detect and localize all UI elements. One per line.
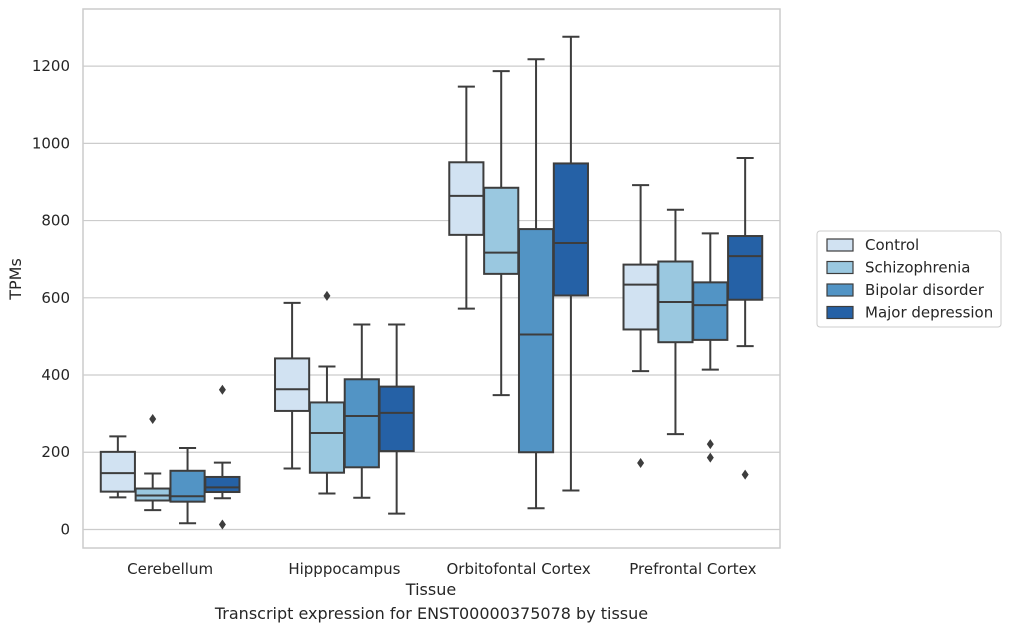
box-body	[483, 186, 520, 275]
legend-frame	[816, 230, 1002, 328]
outlier-point	[323, 290, 331, 301]
outlier-point	[218, 384, 226, 395]
y-tick-label: 1000	[32, 134, 70, 152]
box-body	[343, 378, 380, 469]
y-tick-label: 0	[60, 520, 70, 538]
box-bipolar-disorder	[517, 58, 555, 510]
box-body	[692, 281, 729, 341]
outlier-point	[637, 458, 645, 469]
box-major-depression	[727, 157, 764, 480]
outlier-point	[706, 452, 714, 463]
outlier-point	[706, 439, 714, 450]
box-schizophrenia	[483, 70, 520, 397]
box-control	[448, 85, 485, 310]
box-body	[274, 357, 311, 412]
legend-swatch	[826, 305, 854, 320]
box-body	[727, 235, 764, 301]
x-tick-labels: Cerebellum Hipppocampus Orbitofontal Corte…	[127, 560, 756, 578]
box-body	[378, 385, 415, 453]
box-control	[99, 435, 136, 499]
legend-label: Major depression	[865, 304, 993, 322]
box-bipolar-disorder	[343, 323, 380, 499]
box-body	[552, 162, 589, 297]
x-axis-label: Tissue	[405, 580, 456, 599]
box-body	[448, 161, 485, 236]
outlier-point	[741, 469, 749, 480]
box-major-depression	[204, 384, 241, 530]
box-schizophrenia	[134, 414, 171, 512]
x-tick-label: Orbitofontal Cortex	[447, 560, 591, 578]
y-tick-label: 400	[41, 366, 70, 384]
grid-lines	[83, 65, 780, 531]
legend-label: Schizophrenia	[865, 259, 970, 277]
outlier-point	[149, 414, 157, 425]
y-tick-label: 600	[41, 289, 70, 307]
y-tick-label: 1200	[32, 57, 70, 75]
x-tick-label: Cerebellum	[127, 560, 213, 578]
box-bipolar-disorder	[169, 446, 206, 525]
legend-swatch	[826, 238, 854, 252]
y-axis-label: TPMs	[6, 258, 25, 301]
box-bipolar-disorder	[692, 232, 729, 463]
legend-swatch	[826, 260, 854, 275]
box-major-depression	[552, 35, 589, 492]
x-tick-label: Prefrontal Cortex	[629, 560, 756, 578]
box-schizophrenia	[308, 290, 346, 495]
box-major-depression	[378, 323, 415, 515]
legend: Control Schizophrenia Bipolar disorder Majo…	[816, 230, 1002, 328]
box-schizophrenia	[657, 208, 694, 436]
legend-label: Bipolar disorder	[865, 281, 985, 299]
box-control	[274, 301, 311, 470]
figure-caption: Transcript expression for ENST0000037507…	[214, 604, 649, 623]
plot-frame	[82, 8, 781, 549]
boxes	[99, 35, 764, 530]
box-body	[99, 450, 136, 493]
x-tick-label: Hipppocampus	[288, 560, 400, 578]
box-body	[204, 475, 241, 494]
y-tick-label: 200	[41, 443, 70, 461]
legend-swatch	[826, 283, 854, 297]
legend-label: Control	[865, 236, 919, 254]
y-tick-labels: 0 200 400 600 800 1000 1200	[32, 57, 70, 538]
box-control	[622, 184, 659, 469]
outlier-point	[218, 519, 226, 530]
box-body	[517, 228, 555, 454]
box-body	[308, 401, 346, 474]
y-tick-label: 800	[41, 212, 70, 230]
box-body	[622, 263, 659, 331]
